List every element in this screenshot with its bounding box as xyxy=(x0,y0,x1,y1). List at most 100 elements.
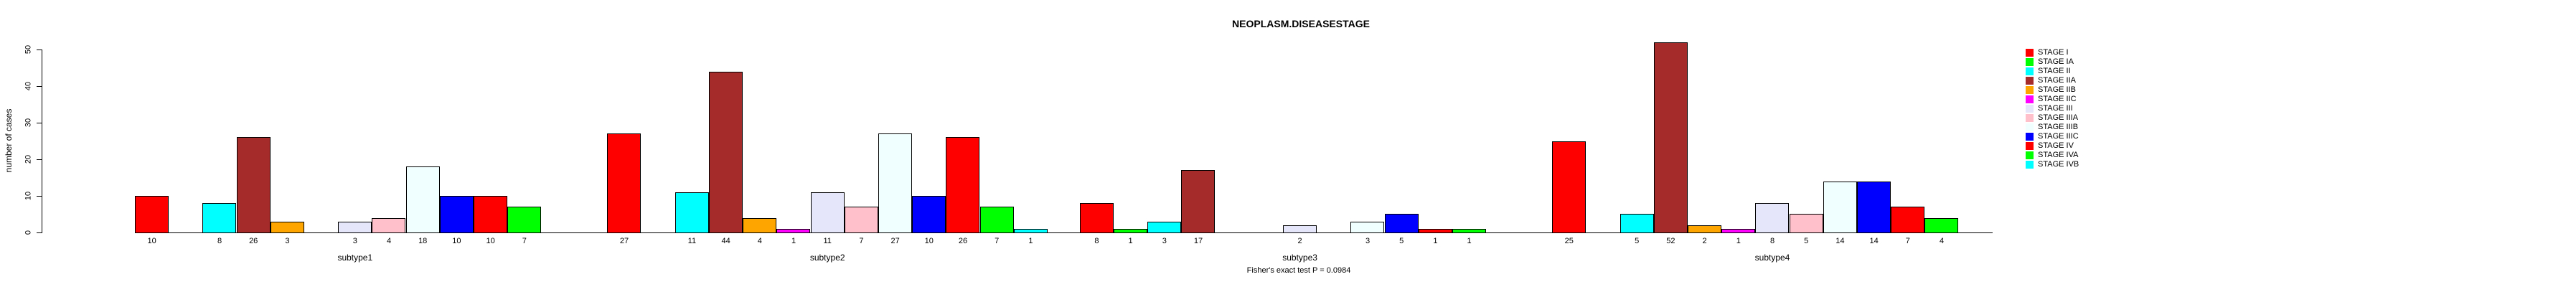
bar-value-label: 11 xyxy=(687,237,697,245)
y-axis-tick xyxy=(37,159,42,160)
legend-item-label: STAGE IIB xyxy=(2038,85,2076,94)
bar-value-label: 8 xyxy=(1094,237,1099,245)
bar-value-label: 7 xyxy=(522,237,527,245)
bar-stage-iiia-subtype2 xyxy=(844,207,878,233)
bar-value-label: 27 xyxy=(890,237,900,245)
legend-item-label: STAGE IVB xyxy=(2038,159,2079,169)
bar-stage-iiic-subtype4 xyxy=(1857,182,1891,233)
bar-stage-iii-subtype2 xyxy=(810,192,845,233)
bar-stage-ii-subtype3 xyxy=(1147,222,1182,233)
y-axis-tick-label: 20 xyxy=(24,154,33,164)
bar-stage-iii-subtype1 xyxy=(338,222,372,233)
legend-item-label: STAGE IA xyxy=(2038,57,2074,66)
legend-color-swatch xyxy=(2026,85,2034,94)
bar-stage-iiib-subtype2 xyxy=(878,133,912,233)
bar-stage-iia-subtype1 xyxy=(236,137,271,233)
bar-value-label: 5 xyxy=(1635,237,1640,245)
legend-color-swatch xyxy=(2026,76,2034,85)
bar-stage-i-subtype3 xyxy=(1079,203,1114,233)
bar-value-label: 1 xyxy=(1736,237,1741,245)
bar-stage-iiia-subtype1 xyxy=(372,218,406,233)
bar-value-label: 4 xyxy=(1939,237,1945,245)
bar-stage-iib-subtype1 xyxy=(270,222,304,233)
bar-value-label: 3 xyxy=(1162,237,1167,245)
bar-stage-iii-subtype4 xyxy=(1755,203,1790,233)
legend-item-label: STAGE IV xyxy=(2038,141,2074,150)
legend-item-label: STAGE IVA xyxy=(2038,150,2079,159)
bar-stage-iia-subtype2 xyxy=(709,72,743,233)
bar-value-label: 18 xyxy=(418,237,428,245)
bar-value-label: 8 xyxy=(217,237,222,245)
bar-stage-iiib-subtype3 xyxy=(1350,222,1385,233)
bar-stage-i-subtype1 xyxy=(135,196,169,233)
bar-stage-iib-subtype4 xyxy=(1688,225,1721,233)
legend-item-label: STAGE IIIC xyxy=(2038,131,2079,141)
bar-stage-iii-subtype3 xyxy=(1283,225,1317,233)
category-label-subtype4: subtype4 xyxy=(1754,253,1790,263)
bar-stage-iv-subtype2 xyxy=(946,137,980,233)
chart-title: NEOPLASM.DISEASESTAGE xyxy=(1232,18,1370,29)
bar-stage-iva-subtype1 xyxy=(507,207,542,233)
legend-color-swatch xyxy=(2026,113,2034,122)
legend-color-swatch xyxy=(2026,160,2034,169)
legend-color-swatch xyxy=(2026,151,2034,159)
legend-item-label: STAGE IIIA xyxy=(2038,113,2079,122)
category-label-subtype1: subtype1 xyxy=(337,253,373,263)
bar-value-label: 1 xyxy=(791,237,796,245)
bar-stage-ivb-subtype2 xyxy=(1013,229,1048,233)
bar-stage-iv-subtype3 xyxy=(1418,229,1452,233)
bar-value-label: 7 xyxy=(1905,237,1910,245)
legend-color-swatch xyxy=(2026,141,2034,150)
bar-value-label: 2 xyxy=(1702,237,1707,245)
legend-item-label: STAGE III xyxy=(2038,103,2073,113)
bar-stage-iia-subtype3 xyxy=(1181,170,1216,233)
bar-value-label: 3 xyxy=(1365,237,1371,245)
bar-value-label: 14 xyxy=(1835,237,1845,245)
bar-stage-ii-subtype4 xyxy=(1620,214,1654,233)
y-axis-tick xyxy=(37,232,42,233)
bar-value-label: 27 xyxy=(619,237,629,245)
bar-stage-iib-subtype2 xyxy=(743,218,777,233)
legend-color-swatch xyxy=(2026,57,2034,66)
y-axis-tick-label: 10 xyxy=(24,191,33,201)
bar-value-label: 5 xyxy=(1399,237,1404,245)
category-label-subtype3: subtype3 xyxy=(1282,253,1317,263)
x-axis-line xyxy=(135,232,1993,233)
y-axis-label: number of cases xyxy=(4,108,14,173)
bar-value-label: 25 xyxy=(1564,237,1574,245)
bar-value-label: 14 xyxy=(1869,237,1879,245)
bar-value-label: 4 xyxy=(757,237,762,245)
legend-color-swatch xyxy=(2026,95,2034,103)
bar-value-label: 10 xyxy=(486,237,495,245)
category-label-subtype2: subtype2 xyxy=(809,253,845,263)
bar-stage-i-subtype2 xyxy=(607,133,641,233)
bar-value-label: 26 xyxy=(249,237,258,245)
bar-stage-iiic-subtype1 xyxy=(439,196,474,233)
bar-value-label: 1 xyxy=(1028,237,1033,245)
bar-value-label: 7 xyxy=(995,237,1000,245)
bar-value-label: 2 xyxy=(1297,237,1302,245)
legend-color-swatch xyxy=(2026,48,2034,57)
bar-value-label: 1 xyxy=(1128,237,1133,245)
legend-item-label: STAGE II xyxy=(2038,66,2071,75)
bar-value-label: 8 xyxy=(1769,237,1775,245)
bar-value-label: 3 xyxy=(352,237,357,245)
y-axis-tick xyxy=(37,86,42,87)
legend-item-label: STAGE IIIB xyxy=(2038,122,2079,131)
bar-value-label: 1 xyxy=(1433,237,1438,245)
y-axis-tick-label: 50 xyxy=(24,44,33,55)
bar-stage-iiia-subtype4 xyxy=(1789,214,1823,233)
legend-item-label: STAGE IIC xyxy=(2038,94,2077,103)
bar-stage-iv-subtype4 xyxy=(1891,207,1925,233)
bar-stage-iiib-subtype1 xyxy=(405,166,440,233)
y-axis-tick-label: 40 xyxy=(24,81,33,91)
legend-item-label: STAGE I xyxy=(2038,47,2069,57)
legend-color-swatch xyxy=(2026,132,2034,141)
bar-value-label: 10 xyxy=(924,237,934,245)
bar-stage-iva-subtype4 xyxy=(1924,218,1959,233)
legend-color-swatch xyxy=(2026,67,2034,75)
bar-stage-iiib-subtype4 xyxy=(1823,182,1857,233)
bar-stage-iiic-subtype3 xyxy=(1384,214,1419,233)
bar-stage-iva-subtype2 xyxy=(979,207,1014,233)
